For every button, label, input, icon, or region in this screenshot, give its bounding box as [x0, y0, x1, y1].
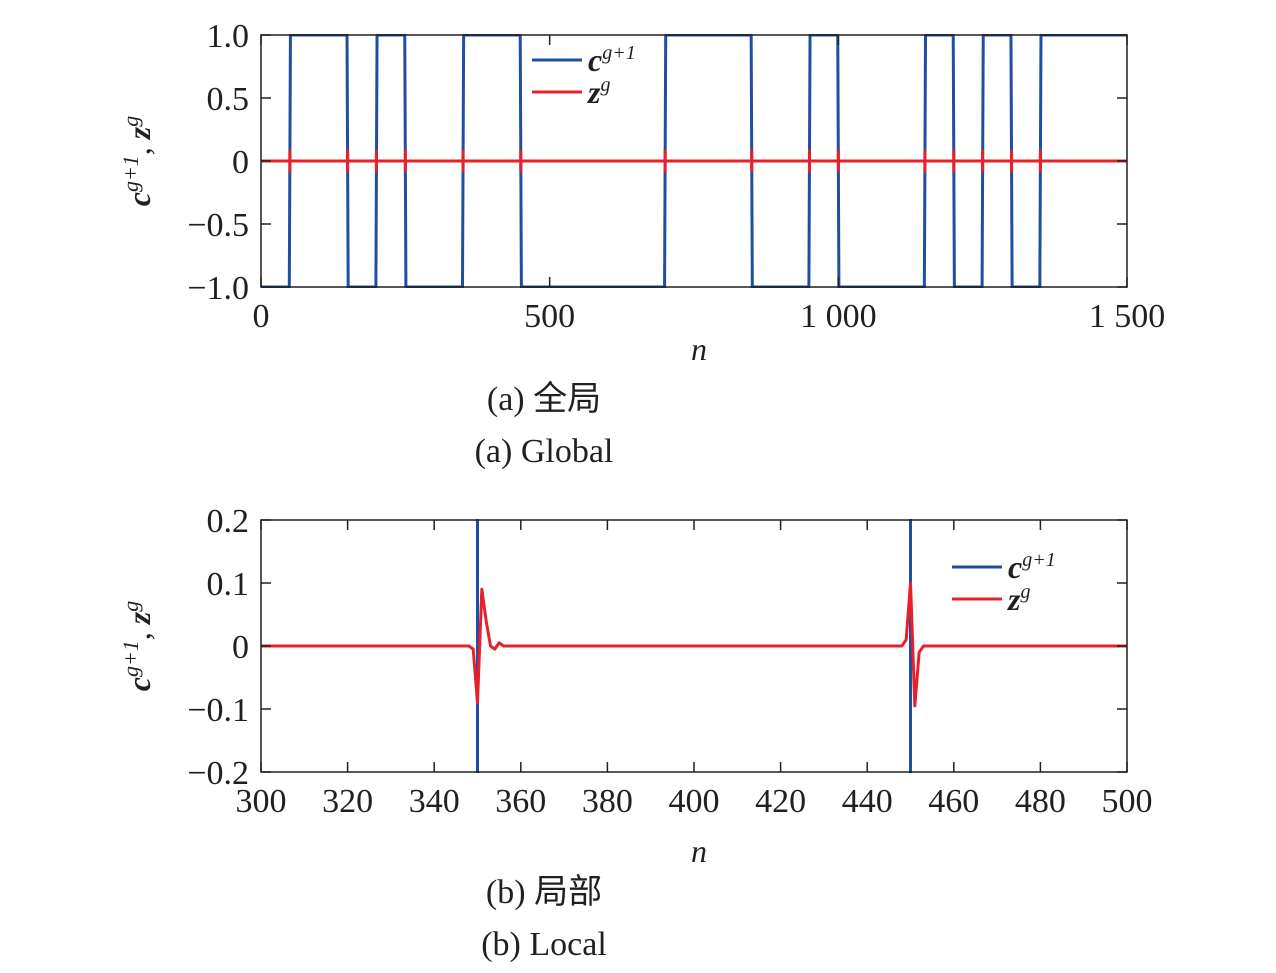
legend-label: cg+1 [1008, 549, 1056, 585]
y-label-c: c [121, 192, 157, 206]
y-tick-label: 0 [232, 144, 249, 181]
caption: (b) 局部 [486, 873, 602, 911]
legend-label-sup: g+1 [1022, 549, 1056, 571]
y-label-c-sup: g+1 [118, 155, 143, 192]
legend-label: zg [1007, 581, 1030, 617]
y-tick-label: 0.1 [207, 566, 250, 603]
x-axis-label: n [691, 331, 707, 367]
y-label-sep: , [121, 624, 157, 640]
y-tick-label: −0.2 [187, 755, 249, 792]
legend-label-base: z [1007, 581, 1021, 617]
y-label-z-sup: g [118, 601, 143, 612]
legend-label: cg+1 [588, 42, 636, 78]
x-tick-label: 300 [236, 783, 287, 820]
y-label-z: z [121, 126, 157, 140]
y-label-c: c [121, 677, 157, 691]
caption: (a) Global [475, 433, 614, 470]
y-axis-label: cg+1, zg [118, 116, 157, 207]
x-tick-label: 480 [1015, 783, 1066, 820]
x-tick-label: 320 [322, 783, 373, 820]
y-tick-label: 0.5 [207, 81, 250, 118]
legend-label-base: z [587, 74, 601, 110]
plot-area [261, 519, 1127, 773]
x-tick-label: 460 [928, 783, 979, 820]
y-tick-label: 0.2 [207, 503, 250, 540]
x-tick-label: 1 000 [800, 298, 877, 335]
x-tick-label: 440 [842, 783, 893, 820]
x-axis-label: n [691, 833, 707, 869]
y-label-z-sup: g [118, 116, 143, 127]
series-z-line [261, 581, 1127, 708]
legend-label-base: c [588, 42, 602, 78]
y-tick-label: −0.1 [187, 692, 249, 729]
y-label-c-sup: g+1 [118, 640, 143, 677]
legend: cg+1zg [952, 549, 1056, 617]
y-axis-label: cg+1, zg [118, 601, 157, 692]
legend-label: zg [587, 74, 610, 110]
legend-label-base: c [1008, 549, 1022, 585]
x-tick-label: 420 [755, 783, 806, 820]
plot-area [261, 34, 1127, 288]
y-tick-label: −0.5 [187, 207, 249, 244]
y-tick-label: 1.0 [207, 18, 250, 55]
x-tick-label: 400 [669, 783, 720, 820]
x-tick-label: 0 [253, 298, 270, 335]
x-tick-label: 500 [524, 298, 575, 335]
y-label-sep: , [121, 139, 157, 155]
y-label-z: z [121, 611, 157, 625]
legend: cg+1zg [532, 42, 636, 110]
caption: (b) Local [481, 926, 607, 963]
caption: (a) 全局 [487, 380, 601, 418]
x-tick-label: 380 [582, 783, 633, 820]
y-tick-label: −1.0 [187, 270, 249, 307]
y-tick-label: 0 [232, 629, 249, 666]
legend-label-sup: g [600, 74, 610, 96]
legend-label-sup: g+1 [602, 42, 636, 64]
x-tick-label: 340 [409, 783, 460, 820]
x-tick-label: 360 [495, 783, 546, 820]
x-tick-label: 500 [1102, 783, 1153, 820]
chart-local: 300 320 340 360 380 400 420 440 460 480 500 −0.2 −0.… [118, 503, 1153, 963]
legend-label-sup: g [1020, 581, 1030, 603]
x-tick-label: 1 500 [1089, 298, 1166, 335]
